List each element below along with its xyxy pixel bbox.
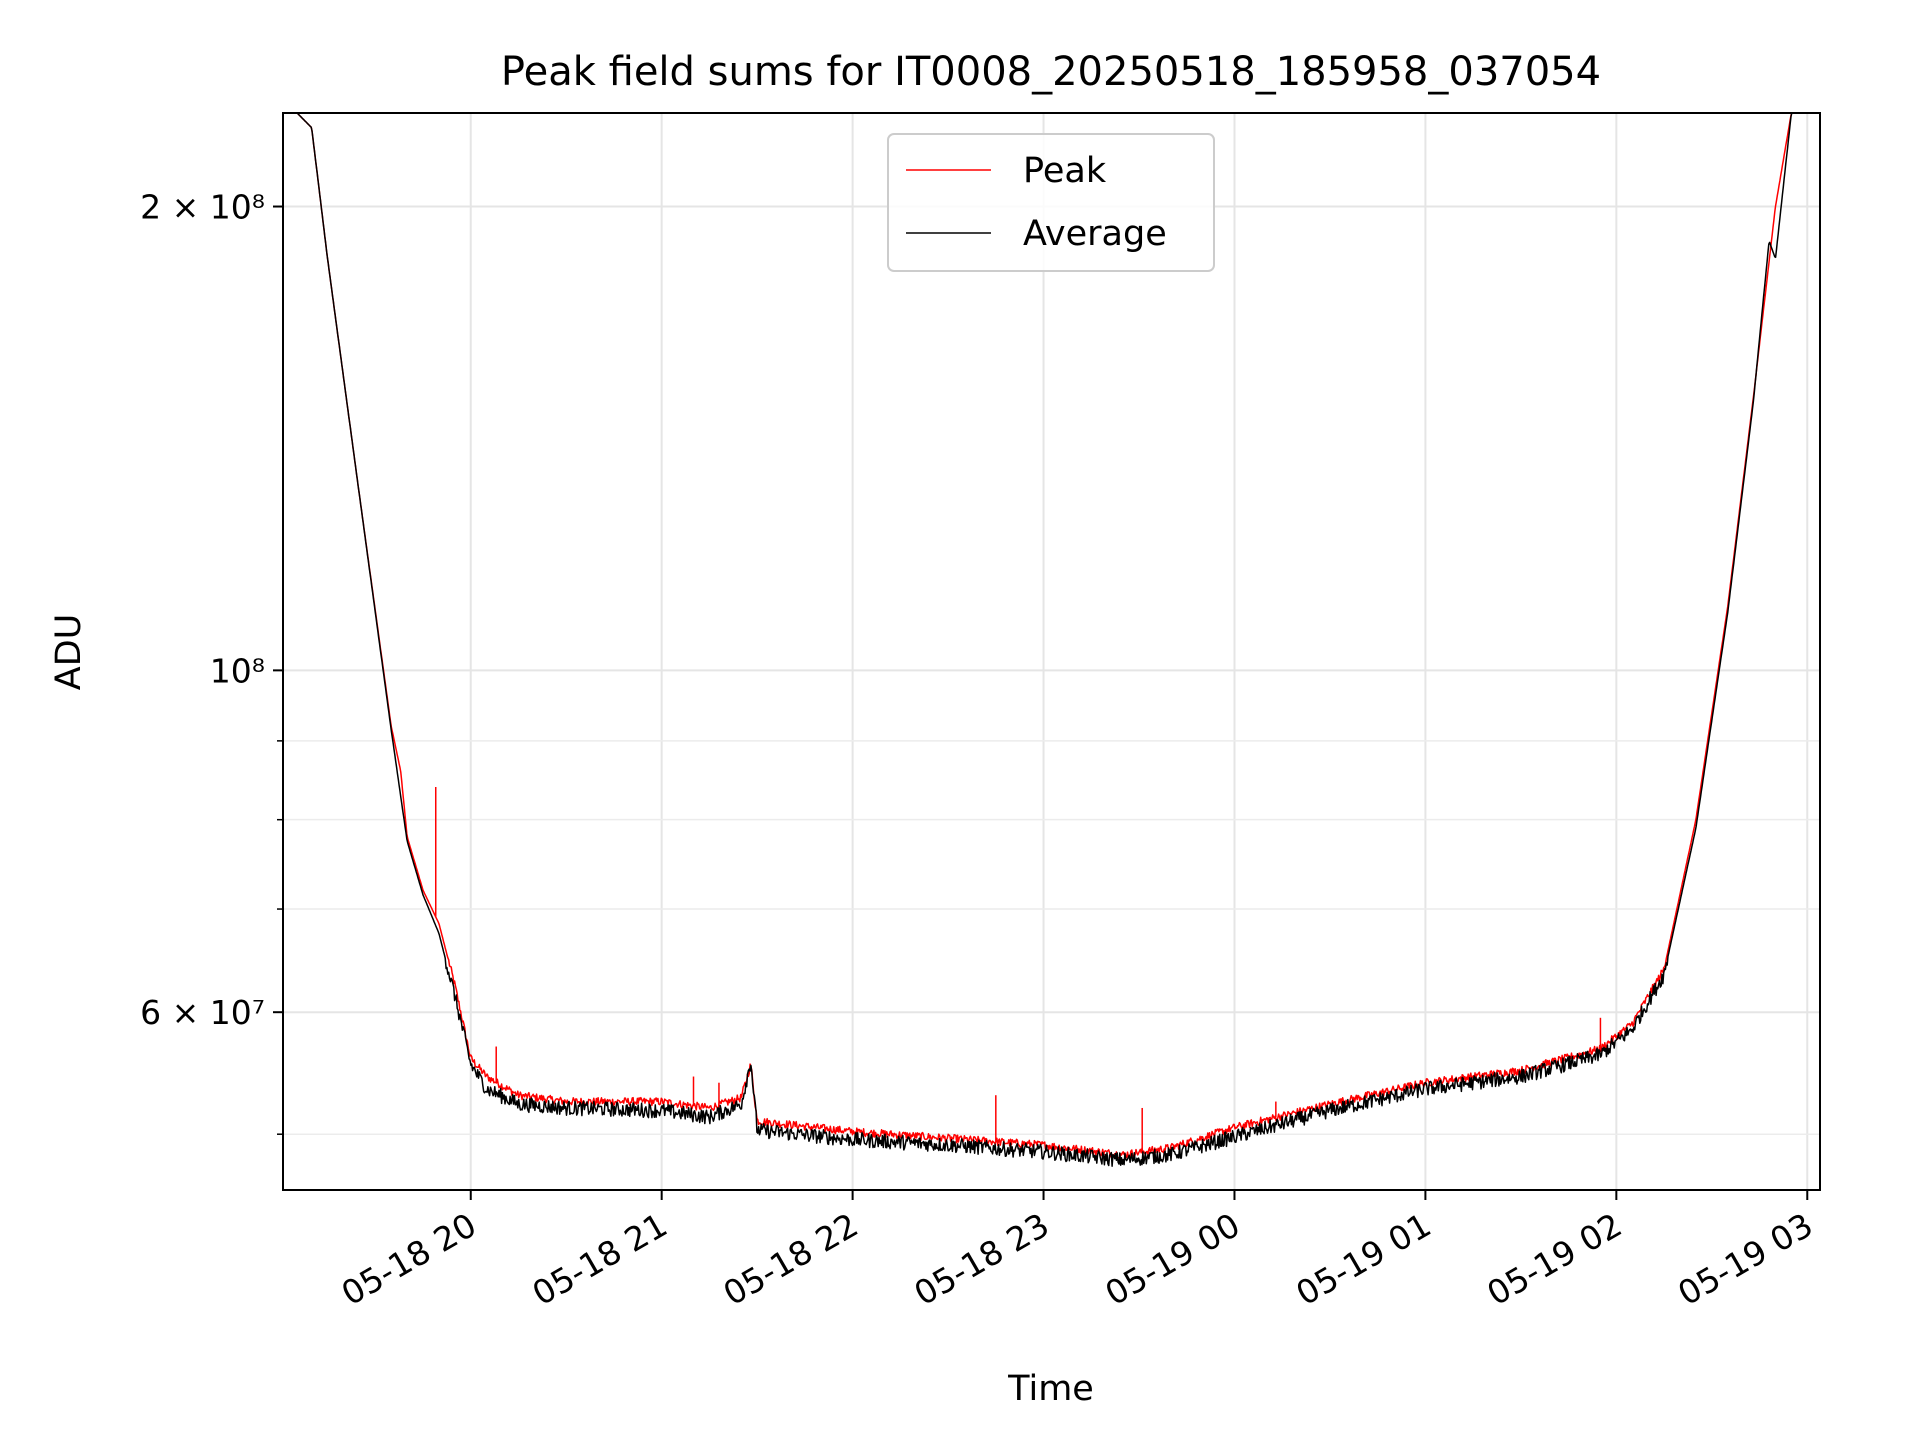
x-tick-label: 05-18 20 bbox=[335, 1205, 483, 1313]
plot-frame bbox=[282, 112, 1821, 1191]
x-tick-label: 05-19 02 bbox=[1480, 1205, 1628, 1313]
legend: Peak Average bbox=[887, 133, 1215, 272]
y-tick-label: 10⁸ bbox=[210, 651, 265, 690]
x-tick-label: 05-18 22 bbox=[717, 1205, 865, 1313]
chart-title: Peak field sums for IT0008_20250518_1859… bbox=[501, 49, 1601, 95]
x-tick-label: 05-19 03 bbox=[1671, 1205, 1819, 1313]
x-axis: 05-18 20 05-18 21 05-18 22 05-18 23 05-19 00… bbox=[335, 1190, 1819, 1313]
y-axis: 6 × 10⁷ 10⁸ 2 × 10⁸ bbox=[140, 188, 283, 1135]
x-tick-label: 05-18 23 bbox=[908, 1205, 1056, 1313]
y-axis-label: ADU bbox=[49, 614, 89, 691]
legend-label-average: Average bbox=[1023, 214, 1167, 254]
series-line-average bbox=[296, 113, 1793, 1167]
legend-label-peak: Peak bbox=[1023, 151, 1107, 191]
y-tick-label: 2 × 10⁸ bbox=[140, 188, 265, 227]
x-tick-label: 05-18 21 bbox=[526, 1205, 674, 1313]
y-tick-label: 6 × 10⁷ bbox=[140, 993, 265, 1032]
x-axis-label: Time bbox=[1007, 1369, 1094, 1409]
legend-box bbox=[887, 133, 1215, 272]
x-tick-label: 05-19 00 bbox=[1098, 1205, 1246, 1313]
grid-layer bbox=[283, 113, 1820, 1190]
series-layer bbox=[296, 113, 1793, 1167]
x-tick-label: 05-19 01 bbox=[1289, 1205, 1437, 1313]
